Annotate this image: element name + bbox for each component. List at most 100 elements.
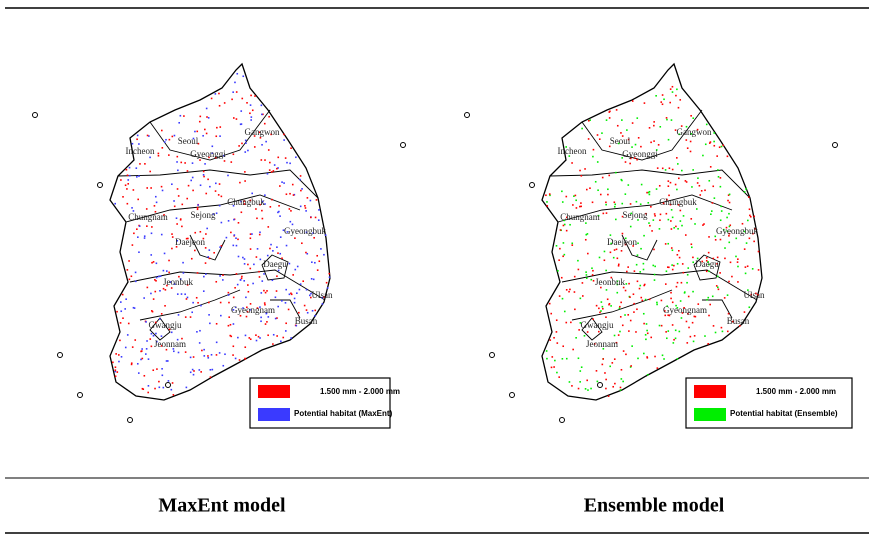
habitat-dot [278, 204, 280, 207]
habitat-dot [114, 375, 117, 378]
legend-swatch [694, 385, 726, 398]
habitat-dot [596, 161, 599, 163]
habitat-dot [173, 205, 176, 208]
habitat-dot [265, 140, 267, 143]
habitat-dot [308, 294, 311, 297]
habitat-dot [648, 127, 651, 129]
habitat-dot [640, 247, 642, 250]
habitat-dot [727, 194, 730, 196]
habitat-dot [620, 250, 623, 252]
habitat-dot [558, 259, 560, 261]
habitat-dot [239, 123, 242, 126]
habitat-dot [636, 117, 639, 119]
habitat-dot [688, 326, 690, 329]
habitat-dot [120, 355, 123, 358]
habitat-dot [726, 330, 729, 333]
habitat-dot [247, 149, 249, 152]
habitat-dot [194, 130, 196, 133]
habitat-dot [204, 163, 206, 165]
habitat-dot [696, 257, 699, 260]
habitat-dot [194, 249, 196, 252]
habitat-dot [674, 183, 677, 186]
habitat-dot [274, 296, 277, 299]
habitat-dot [654, 265, 656, 268]
habitat-dot [676, 281, 679, 284]
habitat-dot [667, 138, 670, 141]
habitat-dot [737, 265, 739, 268]
island [509, 392, 515, 398]
habitat-dot [651, 230, 653, 232]
habitat-dot [728, 193, 731, 196]
habitat-dot [581, 295, 584, 297]
habitat-dot [669, 181, 672, 184]
habitat-dot [613, 358, 616, 360]
habitat-dot [603, 250, 606, 253]
habitat-dot [172, 394, 175, 396]
habitat-dot [553, 336, 555, 339]
habitat-dot [126, 174, 129, 177]
habitat-dot [151, 310, 154, 313]
habitat-dot [646, 356, 648, 358]
province-border [702, 299, 733, 319]
habitat-dot [712, 325, 715, 327]
habitat-dot [670, 119, 673, 121]
habitat-dot [626, 129, 628, 131]
habitat-dot [720, 205, 722, 208]
province-border [261, 254, 289, 281]
habitat-dot [141, 348, 143, 350]
habitat-dot [727, 312, 730, 315]
habitat-dot [696, 182, 699, 184]
habitat-dot [305, 210, 307, 212]
habitat-dot [290, 292, 292, 295]
habitat-dot [246, 310, 249, 313]
habitat-dot [147, 385, 150, 387]
habitat-dot [122, 196, 124, 198]
habitat-dot [610, 242, 612, 245]
habitat-dot [260, 320, 262, 323]
habitat-dot [545, 194, 547, 197]
habitat-dot [744, 272, 747, 275]
habitat-dot [284, 157, 287, 159]
habitat-dot [574, 308, 576, 311]
habitat-dot [114, 370, 117, 373]
habitat-dot [735, 237, 738, 240]
habitat-dot [621, 215, 624, 218]
habitat-dot [133, 307, 136, 309]
habitat-dot [249, 237, 252, 240]
habitat-dot [143, 374, 146, 377]
habitat-dot [546, 205, 549, 207]
habitat-dot [728, 235, 730, 237]
habitat-dot [314, 309, 317, 312]
habitat-dot [644, 334, 647, 336]
habitat-dot [607, 193, 609, 196]
habitat-dot [586, 379, 588, 382]
habitat-dot [235, 244, 238, 247]
habitat-dot [176, 161, 178, 163]
habitat-dot [241, 275, 243, 278]
habitat-dot [114, 202, 117, 205]
habitat-dot [671, 168, 674, 171]
habitat-dot [234, 286, 236, 289]
habitat-dot [563, 253, 566, 256]
province-border [581, 109, 703, 161]
habitat-dot [291, 183, 294, 186]
habitat-dot [631, 146, 633, 148]
habitat-dot [653, 248, 655, 251]
habitat-dot [252, 282, 254, 285]
habitat-dot [725, 226, 728, 229]
habitat-dot [232, 244, 235, 247]
habitat-dot [572, 204, 574, 206]
habitat-dot [605, 387, 607, 390]
habitat-dot [160, 233, 163, 236]
habitat-dot [215, 135, 218, 138]
habitat-dot [630, 212, 633, 215]
habitat-dot [257, 335, 260, 338]
habitat-dot [248, 337, 251, 339]
island [597, 382, 603, 388]
habitat-dot [276, 317, 278, 319]
habitat-dot [263, 122, 266, 125]
habitat-dot [601, 363, 604, 366]
habitat-dot [219, 301, 222, 304]
habitat-dot [561, 190, 563, 193]
habitat-dot [290, 210, 292, 212]
